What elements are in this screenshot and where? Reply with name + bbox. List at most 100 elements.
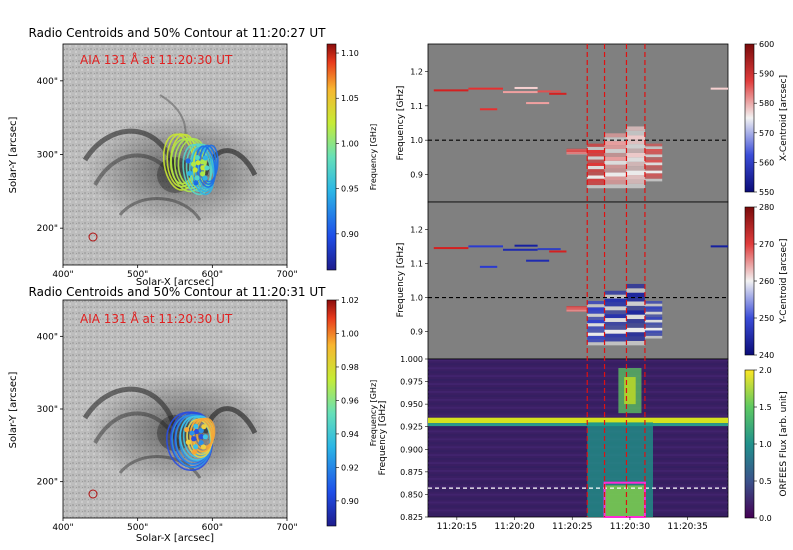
centroid-block	[604, 341, 627, 346]
spectrum-band	[428, 417, 728, 424]
spectrum-row	[428, 394, 728, 397]
centroid-bar	[526, 259, 550, 262]
centroid-block	[644, 154, 663, 158]
right-top-axes	[427, 43, 729, 203]
centroid-block	[604, 329, 627, 334]
radio-contour	[198, 144, 217, 185]
right-top-colorbar-label: X-Centroid [arcsec]	[779, 75, 789, 161]
centroid-block	[587, 156, 605, 160]
centroid-block	[587, 342, 605, 346]
y-tick-label: 200"	[37, 224, 58, 234]
centroid-bar	[503, 248, 538, 251]
centroid-point	[201, 424, 207, 430]
centroid-point	[193, 423, 199, 430]
centroid-bar	[433, 247, 469, 250]
y-tick-label: 300"	[37, 405, 58, 415]
right-middle-panel: 0.9 1.0 1.1 1.2 Frequency [GHz] 240 250 260 27…	[396, 201, 789, 360]
left-bottom-title: Radio Centroids and 50% Contour at 11:20…	[29, 285, 327, 299]
freq-tick-label: 0.875	[400, 468, 423, 477]
colorbar-tick-label: 0.94	[341, 430, 359, 439]
spectrum-row	[428, 426, 728, 429]
centroid-point	[198, 427, 204, 434]
centroid-point	[200, 165, 206, 171]
centroid-bar	[537, 248, 561, 251]
y-tick-label: 300"	[37, 151, 58, 161]
centroid-point	[189, 430, 195, 436]
centroid-point	[200, 159, 206, 165]
centroid-block	[626, 310, 645, 315]
centroid-block	[587, 172, 605, 176]
right-middle-ylabel: Frequency [GHz]	[396, 243, 406, 318]
centroid-point	[200, 171, 206, 177]
centroid-point	[191, 436, 197, 442]
centroid-block	[587, 339, 605, 343]
centroid-block	[587, 332, 605, 336]
left-bottom-beam	[88, 489, 98, 499]
centroid-block	[604, 160, 627, 165]
centroid-block	[626, 288, 645, 293]
centroid-block	[626, 175, 645, 180]
radio-contour	[166, 133, 196, 188]
colorbar-tick-label: 0.90	[341, 497, 359, 506]
right-bottom-axes	[427, 358, 729, 518]
centroid-bar	[503, 91, 538, 94]
spectrum-row	[428, 501, 728, 504]
centroid-block	[644, 300, 663, 304]
y-tick-label: 200"	[37, 478, 58, 488]
y-tick-label: 400"	[37, 332, 58, 342]
centroid-block	[604, 290, 627, 295]
centroid-block	[644, 333, 663, 336]
left-bottom-panel: Radio Centroids and 50% Contour at 11:20…	[8, 285, 378, 544]
centroid-point	[190, 161, 197, 167]
centroid-block	[644, 149, 663, 152]
centroid-block	[604, 333, 627, 338]
freq-tick-label: 1.000	[400, 355, 423, 364]
centroid-block	[626, 130, 645, 136]
spectrum-row	[428, 450, 728, 453]
left-top-beam	[88, 232, 98, 242]
centroid-block	[604, 302, 627, 307]
centroid-point	[187, 170, 193, 176]
centroid-point	[204, 165, 210, 171]
centroid-block	[566, 306, 588, 308]
freq-tick-label: 0.975	[400, 378, 423, 387]
centroid-block	[644, 175, 663, 179]
centroid-block	[644, 335, 663, 339]
centroid-block	[604, 325, 627, 330]
spectrum-row	[428, 485, 728, 488]
left-bottom-image	[63, 300, 287, 518]
right-bottom-colorbar-label: ORFEES Flux [arb. unit]	[779, 391, 789, 496]
centroid-block	[604, 145, 627, 150]
centroid-point	[198, 440, 204, 446]
centroid-bar	[710, 87, 728, 90]
colorbar-tick-label: 0.5	[759, 477, 772, 486]
selection-box	[603, 481, 646, 519]
centroid-block	[587, 316, 605, 320]
spectrum-row	[428, 497, 728, 500]
spectrum-row	[428, 430, 728, 433]
centroid-block	[604, 314, 627, 319]
spectrum-row	[428, 414, 728, 417]
centroid-point	[200, 444, 207, 450]
colorbar-tick-label: 240	[759, 351, 774, 360]
centroid-block	[644, 322, 663, 326]
centroid-block	[626, 305, 645, 311]
centroid-block	[626, 319, 645, 324]
spectrum-row	[428, 473, 728, 476]
centroid-point	[198, 434, 204, 440]
centroid-block	[604, 172, 627, 177]
left-bottom-colorbar-label: Frequency [GHz]	[369, 380, 378, 447]
centroid-block	[626, 179, 645, 184]
centroid-block	[587, 143, 605, 147]
centroid-block	[604, 152, 627, 157]
centroid-block	[587, 300, 605, 305]
centroid-block	[587, 310, 605, 314]
centroid-point	[193, 180, 199, 186]
centroid-block	[587, 307, 605, 311]
freq-tick-label: 1.1	[410, 259, 423, 268]
centroid-block	[587, 146, 605, 150]
left-top-ylabel: Solar-Y [arcsec]	[8, 117, 19, 194]
left-top-colorbar	[326, 43, 337, 271]
centroid-block	[604, 137, 627, 142]
spectrum-row	[428, 454, 728, 457]
